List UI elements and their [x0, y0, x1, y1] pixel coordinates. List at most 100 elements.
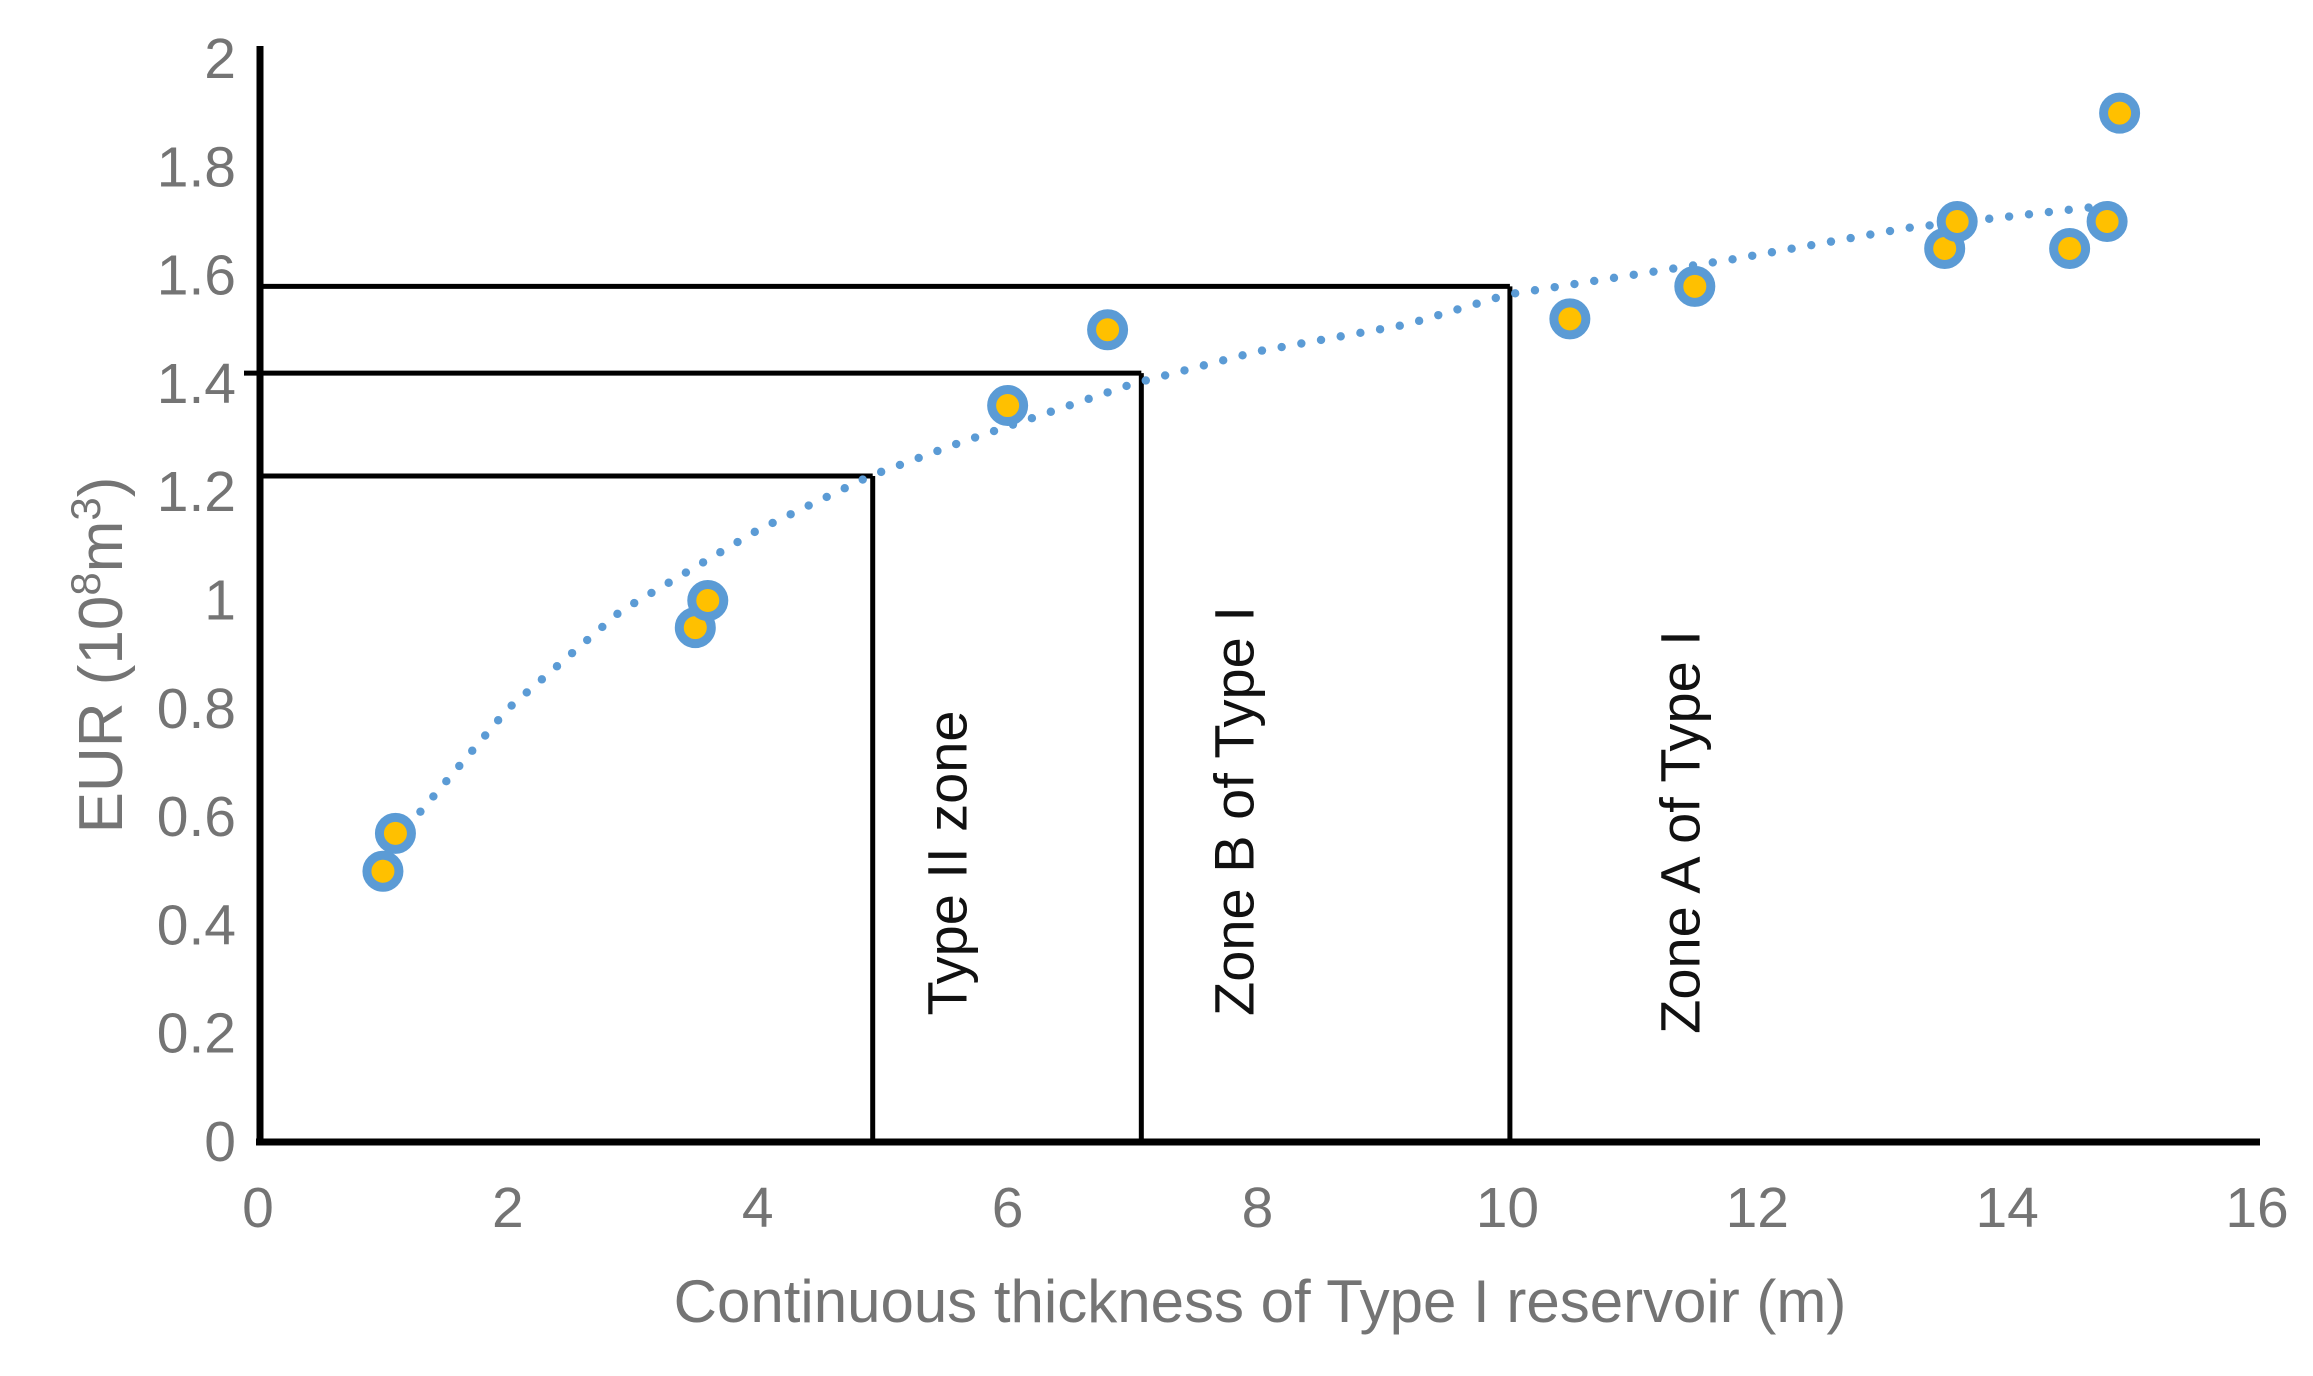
trend-dot [858, 475, 867, 484]
trend-dot [1122, 381, 1131, 391]
data-point [1936, 200, 1978, 242]
trend-dot [480, 731, 490, 740]
zone-label: Zone A of Type I [1649, 630, 1712, 1034]
data-point [374, 812, 416, 854]
trend-dot [1277, 342, 1286, 352]
trend-dot [698, 558, 708, 567]
x-tick-label: 6 [992, 1176, 1024, 1240]
trend-dot [2064, 205, 2073, 215]
trend-dot [664, 578, 673, 587]
zone-label: Type II zone [916, 710, 979, 1015]
trend-dot [2024, 210, 2034, 219]
y-tick-labels: 0 0.2 0.4 0.6 0.8 1 1.2 1.4 1.6 1.8 2 [157, 27, 236, 1174]
trend-dot [598, 622, 607, 632]
trend-dot [468, 746, 477, 755]
y-tick-label: 0.2 [157, 1002, 236, 1066]
trend-dot [582, 635, 592, 645]
trend-dot [1846, 233, 1855, 243]
trend-dot [1550, 282, 1559, 292]
data-point [987, 385, 1029, 427]
trend-dot [613, 609, 622, 619]
data-point [687, 580, 729, 621]
trend-dot [1925, 221, 1934, 230]
trend-dot [1826, 237, 1836, 246]
trend-dot [507, 701, 516, 710]
trend-dot [1609, 273, 1619, 283]
trend-dot [647, 588, 656, 598]
trend-dot [786, 510, 795, 519]
trend-dot [1472, 299, 1481, 308]
trend-dot [1669, 264, 1678, 273]
y-tick-label: 2 [204, 27, 236, 91]
trend-dot [552, 662, 562, 671]
trend-dot [455, 761, 464, 771]
data-points [362, 92, 2141, 892]
trend-dot [768, 518, 777, 528]
y-tick-label: 0 [204, 1110, 236, 1174]
trend-dot [429, 792, 438, 801]
trend-dot [1590, 276, 1599, 286]
trend-dot [804, 501, 813, 510]
trend-dot [1297, 339, 1306, 348]
trend-dot [1728, 255, 1737, 264]
y-axis-title: EUR (108m3) [62, 477, 136, 834]
y-tick-label: 0.6 [157, 785, 236, 849]
trend-dot [537, 675, 547, 684]
trend-dot [1257, 346, 1267, 355]
trend-dot [1905, 223, 1914, 232]
trend-dot [1180, 366, 1189, 375]
trend-dot [1491, 293, 1500, 303]
zone-label: Zone B of Type I [1203, 606, 1266, 1016]
trend-dot [733, 537, 742, 547]
trend-dot [1649, 267, 1658, 276]
trend-dot [493, 716, 503, 725]
trend-dot [1356, 328, 1365, 338]
x-tick-label: 12 [1726, 1176, 1789, 1240]
x-axis-title: Continuous thickness of Type I reservoir… [674, 1268, 1847, 1335]
y-tick-label: 0.4 [157, 893, 236, 957]
trend-dot [1046, 407, 1056, 416]
trend-dot [1160, 371, 1170, 380]
data-point [1674, 265, 1716, 307]
trend-dot [1414, 316, 1424, 326]
trend-dot [1510, 289, 1520, 298]
trend-dot [1199, 361, 1209, 370]
axes [256, 46, 2260, 1146]
y-tick-label: 1.2 [157, 460, 236, 524]
trend-dot [933, 446, 942, 456]
trend-dot [1434, 310, 1443, 320]
trend-dot [914, 453, 923, 463]
trend-dot [951, 439, 961, 449]
trend-dot [442, 777, 451, 786]
trend-dot [1316, 335, 1326, 345]
data-point [1549, 298, 1591, 340]
y-tick-label: 1.6 [157, 244, 236, 308]
y-tick-label: 1 [204, 569, 236, 633]
trend-dot [1787, 244, 1796, 253]
x-tick-label: 4 [742, 1176, 774, 1240]
reference-step-lines [244, 283, 1513, 1142]
trend-dot [840, 484, 849, 493]
y-tick-label: 0.8 [157, 677, 236, 741]
trend-dot [2044, 207, 2054, 217]
trend-dot [1336, 332, 1345, 341]
trend-dot [1084, 394, 1093, 404]
trend-dot [522, 688, 531, 697]
trend-dot [716, 548, 725, 557]
trend-dot [1985, 214, 1994, 223]
trend-dot [1629, 270, 1638, 279]
data-point [2086, 200, 2128, 242]
trend-dot [1141, 376, 1150, 385]
trend-dot [630, 598, 639, 608]
trend-dot [1375, 325, 1385, 334]
trend-dot [970, 433, 980, 442]
trend-dot [876, 467, 886, 477]
trend-dot [1530, 286, 1540, 295]
trend-dot [989, 426, 999, 436]
y-tick-label: 1.8 [157, 135, 236, 199]
x-tick-label: 0 [242, 1176, 274, 1240]
trend-dot [895, 460, 905, 470]
x-tick-label: 8 [1242, 1176, 1274, 1240]
